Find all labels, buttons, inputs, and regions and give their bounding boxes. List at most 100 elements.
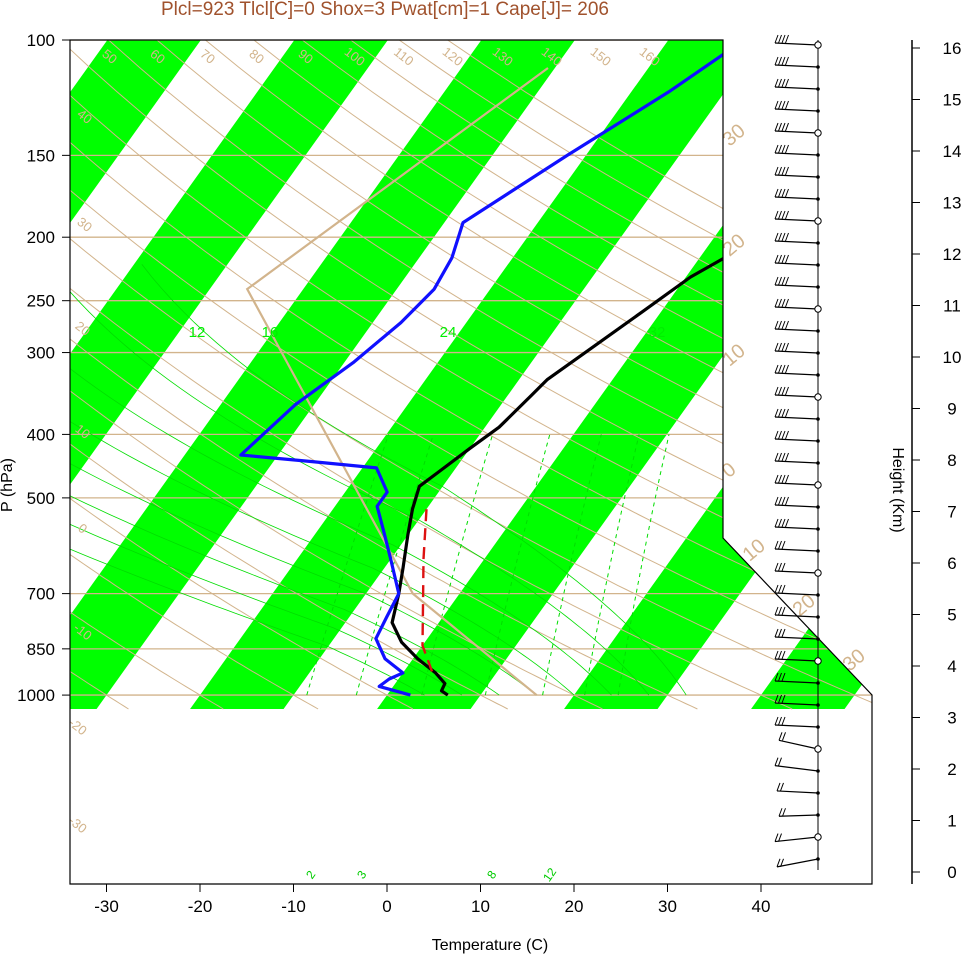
wind-barb-flag: [781, 584, 786, 594]
wind-marker-open: [814, 833, 822, 841]
wind-marker-open: [814, 745, 822, 753]
height-tick-label: 5: [947, 606, 956, 625]
dry-adiabat-label: 150: [588, 44, 614, 69]
wind-barb-flag: [785, 166, 789, 176]
dry-adiabat-label: 80: [246, 46, 267, 67]
wind-barb-flag: [778, 650, 782, 660]
wind-barb-flag: [778, 386, 782, 396]
wind-barb-flag: [778, 452, 782, 462]
wind-marker-open: [814, 305, 822, 313]
height-tick-label: 14: [943, 142, 961, 161]
wind-marker-open: [814, 217, 822, 225]
wind-barb-shaft: [774, 438, 819, 442]
wind-barb-shaft: [774, 306, 819, 310]
wind-barb-flag: [785, 78, 789, 88]
wind-barb-flag: [785, 34, 789, 44]
x-tick-label: 40: [752, 897, 771, 916]
x-tick-label: 0: [382, 897, 391, 916]
chart-title: Plcl=923 Tlcl[C]=0 Shox=3 Pwat[cm]=1 Cap…: [161, 0, 609, 20]
x-tick-label: 20: [565, 897, 584, 916]
moist-adiabat-line: [141, 264, 687, 696]
wind-marker-open: [814, 393, 822, 401]
wind-barb-shaft: [774, 680, 819, 684]
wind-barb-flag: [781, 254, 786, 264]
wind-barb-flag: [774, 298, 779, 308]
wind-barb-shaft: [776, 790, 819, 794]
wind-barb-flag: [781, 144, 786, 154]
wind-barb-flag: [780, 782, 784, 792]
wind-barb-flag: [778, 562, 782, 572]
wind-barb-flag: [785, 430, 789, 440]
wind-barb-flag: [774, 276, 779, 286]
wind-barb-flag: [781, 408, 786, 418]
dry-adiabat-label: 70: [197, 46, 218, 67]
wind-barb-flag: [781, 694, 786, 704]
wind-barb-shaft: [774, 130, 819, 134]
wind-barb-flag: [781, 562, 786, 572]
dry-adiabat-line: [70, 40, 872, 710]
wind-barb-shaft: [774, 592, 819, 596]
wind-barb-shaft: [774, 174, 819, 178]
wind-barb-flag: [774, 518, 779, 528]
wind-barb-flag: [785, 254, 789, 264]
height-tick-label: 12: [943, 245, 961, 264]
wind-barb-flag: [785, 496, 789, 506]
wind-barb-flag: [778, 56, 782, 66]
plot-border: [69, 39, 873, 885]
wind-marker-dot: [816, 461, 820, 465]
wind-barb-flag: [774, 100, 779, 110]
wind-barb-flag: [774, 342, 779, 352]
wind-barb-shaft: [774, 702, 819, 706]
wind-barb-shaft: [774, 526, 819, 530]
y-axis-label: P (hPa): [0, 458, 16, 512]
wind-barb-shaft: [774, 482, 819, 486]
wind-barb-flag: [781, 474, 786, 484]
dry-adiabat-label: 110: [391, 44, 417, 69]
x-tick-label: -10: [281, 897, 306, 916]
height-tick-label: 6: [947, 554, 956, 573]
wind-barb-flag: [785, 232, 789, 242]
dry-adiabat-label: -20: [66, 715, 90, 738]
dewpoint-profile: [239, 52, 725, 697]
wind-barb-flag: [781, 276, 786, 286]
wind-barb-flag: [781, 386, 786, 396]
x-tick-label: 30: [658, 897, 677, 916]
pressure-tick-label: 400: [27, 425, 55, 444]
wind-barb-flag: [774, 254, 779, 264]
wind-barb-flag: [785, 408, 789, 418]
wind-barb-flag: [774, 540, 779, 550]
wind-barb-shaft: [774, 218, 819, 222]
wind-barb-flag: [774, 833, 779, 842]
wind-barb-shaft: [774, 240, 819, 244]
moist-adiabat-label: 12: [189, 324, 206, 341]
wind-barb-shaft: [774, 416, 819, 420]
wind-barb-flag: [778, 100, 782, 110]
wind-barb-flag: [778, 364, 782, 374]
wind-barb-flag: [785, 56, 789, 66]
wind-barb-flag: [774, 496, 779, 506]
wind-barb-flag: [785, 298, 789, 308]
wind-barb-flag: [781, 34, 786, 44]
wind-barb-flag: [781, 452, 786, 462]
x-tick-label: 10: [471, 897, 490, 916]
wind-barb-shaft: [778, 739, 819, 750]
wind-barb-shaft: [774, 394, 819, 398]
wind-barb-flag: [778, 672, 782, 682]
temperature-band: [190, 40, 784, 709]
temperature-band: [70, 40, 410, 709]
pressure-tick-label: 700: [27, 585, 55, 604]
wind-marker-dot: [816, 527, 820, 531]
wind-barb-flag: [781, 188, 786, 198]
mixing-ratio-line: [306, 434, 389, 696]
wind-barb-flag: [781, 210, 786, 220]
moist-adiabat-label: 24: [440, 324, 457, 341]
wind-barb-flag: [778, 694, 782, 704]
wind-barb-flag: [774, 122, 779, 132]
wind-barb-shaft: [774, 350, 819, 354]
wind-marker-open: [814, 481, 822, 489]
wind-barb-shaft: [774, 196, 819, 200]
wind-barb-flag: [778, 144, 782, 154]
wind-barb-flag: [781, 606, 786, 616]
wind-barb-flag: [778, 254, 782, 264]
